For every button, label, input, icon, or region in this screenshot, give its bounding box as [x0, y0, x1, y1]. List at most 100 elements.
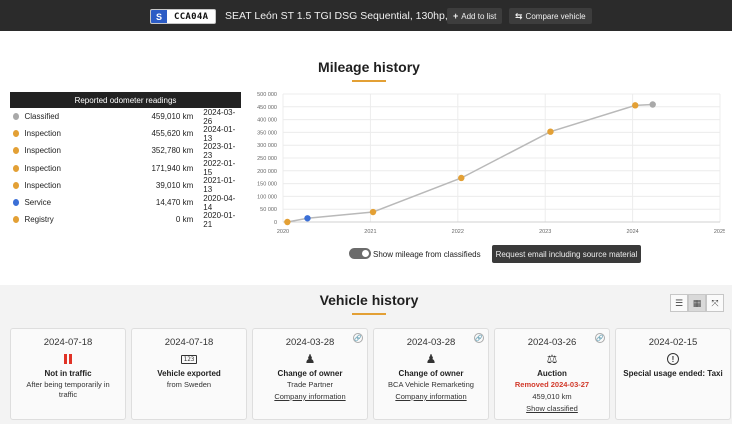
reading-type: Inspection	[24, 163, 61, 173]
event-detail: Trade Partner	[287, 380, 333, 389]
reading-type: Service	[24, 198, 52, 208]
data-point	[369, 208, 377, 216]
event-link[interactable]: Company information	[274, 392, 346, 401]
odometer-table-header: Reported odometer readings	[10, 92, 241, 108]
odometer-row: Service 14,470 km 2020-04-14	[10, 194, 241, 212]
reading-date: 2023-01-23	[203, 141, 236, 160]
reading-km: 352,780 km	[151, 146, 194, 156]
event-link[interactable]: Company information	[395, 392, 467, 401]
x-tick-label: 2020	[277, 229, 289, 235]
top-bar: S CCA04A SEAT León ST 1.5 TGI DSG Sequen…	[0, 0, 732, 31]
y-tick-label: 100 000	[257, 194, 277, 200]
event-detail: After being temporarily in traffic	[26, 380, 110, 399]
odometer-row: Inspection 171,940 km 2022-01-15	[10, 159, 241, 177]
series-line	[287, 103, 653, 223]
event-status: Removed 2024-03-27	[514, 380, 590, 389]
reading-date: 2021-01-13	[203, 176, 236, 195]
plate-country: S	[151, 10, 167, 23]
classifieds-toggle-label: Show mileage from classifieds	[373, 250, 481, 259]
event-detail: 459,010 km	[532, 392, 572, 401]
y-tick-label: 50 000	[260, 207, 277, 213]
grid-view-icon[interactable]: ▦	[688, 294, 706, 312]
event-title: Vehicle exported	[157, 369, 221, 378]
link-icon[interactable]: 🔗	[474, 333, 484, 343]
classifieds-toggle[interactable]	[349, 248, 371, 259]
history-card: 🔗 2024-03-26 ⚖ Auction Removed 2024-03-27 459…	[494, 328, 610, 420]
reading-km: 455,620 km	[151, 129, 194, 139]
reading-km: 0 km	[175, 215, 194, 225]
add-to-list-button[interactable]: + Add to list	[447, 8, 503, 24]
event-title: Change of owner	[398, 369, 464, 378]
x-tick-label: 2025	[714, 229, 725, 235]
pause-icon	[11, 351, 125, 367]
event-title: Not in traffic	[44, 369, 92, 378]
compare-icon: ⇆	[515, 10, 523, 21]
history-card: 2024-07-18 Not in traffic After being temp…	[10, 328, 126, 420]
data-point	[547, 128, 554, 135]
link-icon[interactable]: 🔗	[595, 333, 605, 343]
event-title: Special usage ended: Taxi	[623, 369, 723, 378]
compare-vehicle-button[interactable]: ⇆ Compare vehicle	[509, 8, 592, 24]
plate-icon: 123	[132, 351, 246, 367]
reading-type-dot	[13, 113, 20, 121]
history-title-underline	[352, 313, 386, 315]
event-date: 2024-03-28	[406, 337, 456, 348]
mileage-chart-svg: 0 50 000 100 000 150 000 200 000 250 000 300 0…	[257, 92, 726, 235]
reading-km: 459,010 km	[151, 112, 194, 122]
plate-number: CCA04A	[174, 11, 209, 22]
y-tick-label: 300 000	[257, 143, 277, 149]
reading-type-dot	[13, 130, 20, 138]
reading-date: 2020-01-21	[203, 210, 236, 229]
odometer-row: Inspection 455,620 km 2024-01-13	[10, 125, 241, 143]
view-switch: ☰ ▦ ⤧	[670, 294, 724, 312]
event-date: 2024-03-28	[285, 337, 335, 348]
event-date: 2024-03-26	[527, 337, 577, 348]
data-point	[632, 102, 639, 109]
reading-type: Registry	[24, 215, 54, 225]
y-tick-label: 400 000	[257, 118, 277, 124]
reading-type-dot	[13, 199, 20, 207]
mileage-title-underline	[352, 80, 386, 82]
list-view-icon[interactable]: ☰	[670, 294, 688, 312]
reading-type: Inspection	[24, 180, 61, 190]
data-point	[458, 174, 465, 182]
mileage-chart: 0 50 000 100 000 150 000 200 000 250 000 300 0…	[251, 90, 726, 238]
event-date: 2024-07-18	[164, 337, 214, 348]
owner-icon: ♟	[304, 352, 316, 366]
event-link[interactable]: Show classified	[526, 404, 578, 413]
data-point	[649, 101, 656, 108]
vehicle-title: SEAT León ST 1.5 TGI DSG Sequential, 130…	[225, 10, 475, 22]
request-email-button[interactable]: Request email including source material	[492, 245, 641, 263]
y-tick-label: 350 000	[257, 130, 277, 136]
reading-type-dot	[13, 216, 20, 224]
license-plate: S CCA04A	[150, 9, 217, 24]
reading-km: 14,470 km	[155, 198, 194, 208]
y-tick-label: 150 000	[257, 182, 277, 188]
event-title: Auction	[537, 369, 567, 378]
y-tick-label: 250 000	[257, 156, 277, 162]
y-tick-label: 0	[274, 220, 277, 226]
auction-icon: ⚖	[546, 352, 558, 366]
data-point	[304, 215, 311, 222]
history-card: 🔗 2024-03-28 ♟ Change of owner Trade Partner…	[252, 328, 368, 420]
reading-type: Classified	[24, 112, 60, 122]
y-tick-label: 500 000	[257, 92, 277, 98]
odometer-table: Reported odometer readings Classified 459…	[10, 92, 241, 229]
add-to-list-label: Add to list	[461, 11, 497, 21]
info-icon: !	[616, 351, 730, 367]
history-card: 2024-02-15! Special usage ended: Taxi	[615, 328, 731, 420]
reading-type-dot	[13, 164, 20, 172]
odometer-row: Classified 459,010 km 2024-03-26	[10, 108, 241, 126]
compare-vehicle-label: Compare vehicle	[525, 11, 586, 21]
event-title: Change of owner	[277, 369, 343, 378]
x-tick-label: 2021	[364, 229, 376, 235]
event-detail: from Sweden	[166, 380, 212, 389]
plus-icon: +	[453, 11, 459, 21]
vehicle-history-title: Vehicle history	[319, 292, 419, 308]
expand-view-icon[interactable]: ⤧	[706, 294, 724, 312]
link-icon[interactable]: 🔗	[353, 333, 363, 343]
event-detail: BCA Vehicle Remarketing	[388, 380, 474, 389]
event-date: 2024-07-18	[43, 337, 93, 348]
odometer-row: Inspection 39,010 km 2021-01-13	[10, 176, 241, 195]
data-point	[284, 218, 291, 226]
